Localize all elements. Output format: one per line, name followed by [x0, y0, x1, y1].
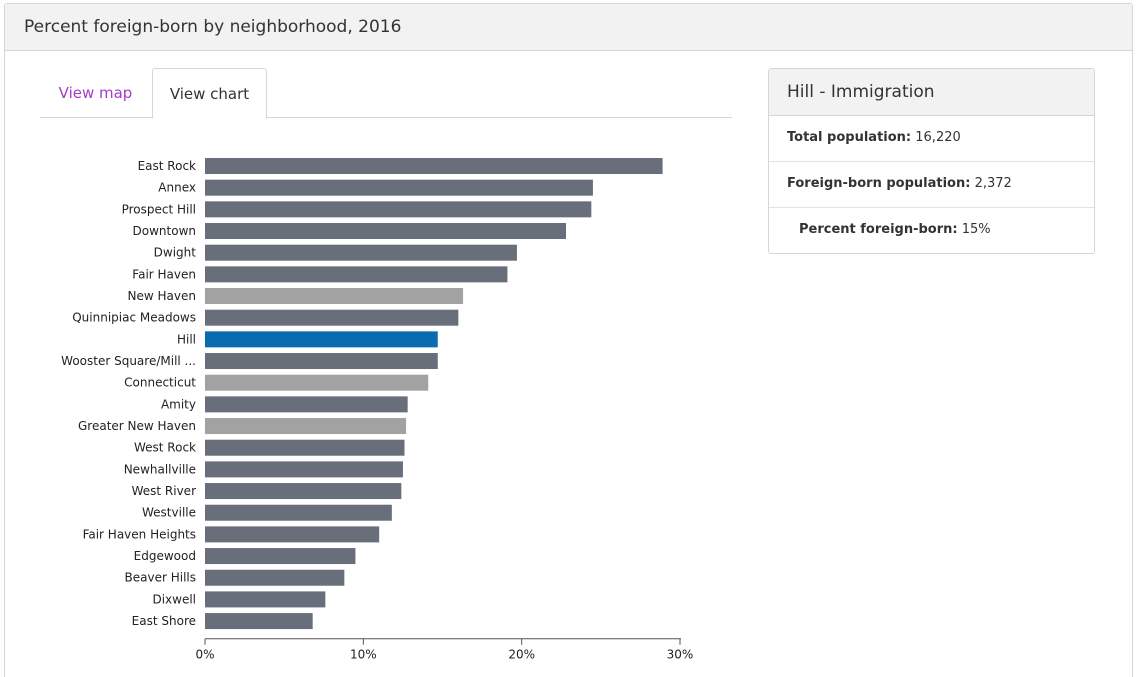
bar[interactable]: [205, 374, 429, 391]
percent-foreign-born-value: 15%: [961, 222, 991, 237]
percent-foreign-born-label: Percent foreign-born:: [799, 222, 958, 237]
total-population-row: Total population: 16,220: [769, 116, 1094, 162]
category-label: Greater New Haven: [78, 419, 196, 433]
category-label: East Rock: [138, 159, 196, 173]
foreign-born-population-row: Foreign-born population: 2,372: [769, 162, 1094, 208]
bar[interactable]: [205, 353, 438, 370]
x-tick-label: 30%: [667, 648, 694, 662]
bar[interactable]: [205, 179, 593, 196]
category-label: West River: [132, 484, 196, 498]
bar[interactable]: [205, 439, 405, 456]
category-label: Westville: [142, 506, 196, 520]
category-label: Newhallville: [124, 462, 196, 476]
category-label: Beaver Hills: [125, 571, 196, 585]
category-label: Amity: [161, 397, 196, 411]
bar[interactable]: [205, 526, 380, 543]
bar-chart: East Rock Annex Prospect Hill Downtown Dwigh…: [61, 158, 694, 662]
bar[interactable]: [205, 569, 345, 586]
bar[interactable]: [205, 331, 438, 348]
bar[interactable]: [205, 309, 459, 326]
bar[interactable]: [205, 201, 592, 218]
foreign-born-population-value: 2,372: [974, 176, 1012, 191]
category-label: Wooster Square/Mill ...: [61, 354, 196, 368]
bar[interactable]: [205, 548, 356, 565]
category-label: Connecticut: [124, 376, 196, 390]
category-label: Fair Haven: [132, 267, 196, 281]
view-tabs: View map View chart: [40, 68, 732, 119]
category-label: Dixwell: [152, 592, 196, 606]
category-label: Fair Haven Heights: [83, 527, 196, 541]
category-label: Annex: [158, 181, 196, 195]
bar[interactable]: [205, 418, 407, 435]
bar[interactable]: [205, 266, 508, 283]
bar[interactable]: [205, 483, 402, 500]
bar[interactable]: [205, 396, 408, 413]
total-population-value: 16,220: [915, 130, 961, 145]
tab-view-map[interactable]: View map: [58, 84, 133, 102]
category-label: West Rock: [134, 441, 196, 455]
panel-title: Percent foreign-born by neighborhood, 20…: [5, 4, 1132, 51]
category-label: Quinnipiac Meadows: [72, 311, 196, 325]
bar[interactable]: [205, 591, 326, 608]
foreign-born-population-label: Foreign-born population:: [787, 176, 971, 191]
bar[interactable]: [205, 461, 403, 478]
category-label: Hill: [177, 332, 196, 346]
x-tick-label: 0%: [195, 648, 214, 662]
info-card-title: Hill - Immigration: [769, 69, 1094, 116]
bar[interactable]: [205, 613, 313, 630]
total-population-label: Total population:: [787, 130, 912, 145]
bar[interactable]: [205, 223, 566, 240]
bar[interactable]: [205, 158, 663, 174]
tab-view-chart[interactable]: View chart: [152, 68, 267, 119]
bar[interactable]: [205, 244, 517, 261]
category-label: Dwight: [154, 246, 197, 260]
bar[interactable]: [205, 504, 392, 521]
category-label: Prospect Hill: [122, 202, 196, 216]
x-tick-label: 20%: [508, 648, 535, 662]
category-label: Edgewood: [134, 549, 196, 563]
category-label: Downtown: [133, 224, 196, 238]
info-card: Hill - Immigration Total population: 16,…: [768, 68, 1095, 254]
x-tick-label: 10%: [350, 648, 377, 662]
category-label: East Shore: [132, 614, 196, 628]
category-label: New Haven: [128, 289, 196, 303]
bar[interactable]: [205, 288, 464, 305]
percent-foreign-born-row: Percent foreign-born: 15%: [769, 208, 1094, 254]
